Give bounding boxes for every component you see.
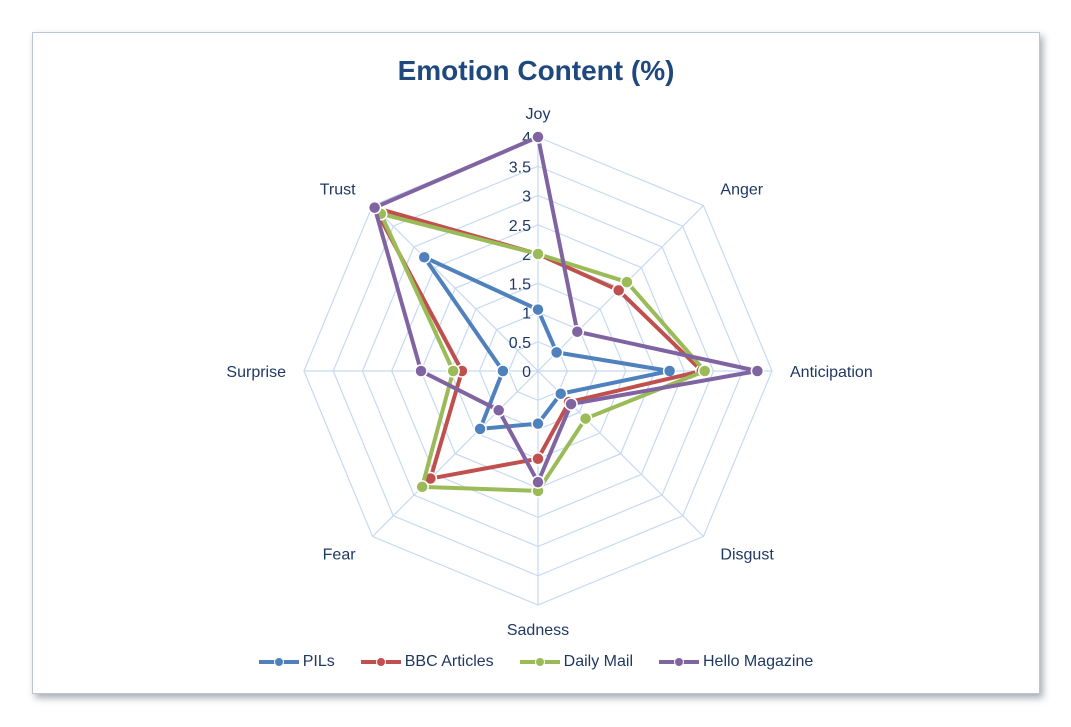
category-label-trust: Trust (320, 182, 356, 199)
legend-label-daily-mail: Daily Mail (563, 653, 633, 670)
legend-key-hello-magazine (659, 656, 699, 668)
tick-label: 0.5 (509, 335, 531, 352)
tick-label: 3.5 (509, 159, 531, 176)
data-point-daily-mail-joy (531, 247, 545, 261)
data-point-pils-trust (417, 250, 431, 264)
data-point-daily-mail-anticipation (697, 364, 712, 378)
tick-label: 1.5 (509, 276, 531, 293)
legend-item-pils: PILs (258, 653, 335, 671)
legend-label-hello-magazine: Hello Magazine (703, 653, 814, 670)
data-point-hello-magazine-joy (531, 130, 545, 144)
tick-label: 2 (522, 247, 531, 264)
category-label-disgust: Disgust (720, 546, 774, 563)
category-label-sadness: Sadness (507, 622, 569, 639)
legend-label-pils: PILs (302, 653, 335, 670)
legend-item-bbc-articles: BBC Articles (360, 653, 494, 671)
data-point-bbc-articles-anger (611, 283, 626, 298)
series-hello-magazine (367, 130, 765, 489)
data-point-hello-magazine-trust (367, 200, 382, 215)
data-point-hello-magazine-anticipation (750, 364, 765, 378)
chart-frame: Emotion Content (%) 0 0.5 1 1.5 2 2.5 3 3.5 4 Joy… (32, 32, 1040, 694)
data-point-hello-magazine-surprise (414, 364, 428, 378)
data-point-pils-fear (473, 422, 487, 436)
data-point-pils-anticipation (662, 364, 677, 378)
category-label-surprise: Surprise (226, 364, 286, 381)
tick-label: 1 (522, 306, 531, 323)
radial-tick-labels: 0 0.5 1 1.5 2 2.5 3 3.5 4 (509, 130, 531, 381)
legend-key-daily-mail (519, 656, 560, 668)
series-pils (417, 250, 677, 436)
data-point-pils-joy (531, 302, 545, 317)
radar-chart: 0 0.5 1 1.5 2 2.5 3 3.5 4 Joy Anger Anticipation Dis… (226, 106, 872, 639)
chart-title: Emotion Content (%) (397, 55, 675, 86)
chart-legend: PILs BBC Articles Daily Mail Hello Magazine (33, 653, 1039, 671)
series-line-hello-magazine (372, 135, 760, 485)
data-point-pils-anger (549, 345, 564, 360)
legend-key-bbc-articles (360, 656, 401, 668)
category-label-fear: Fear (323, 546, 357, 563)
tick-label: 0 (522, 364, 531, 381)
legend-label-bbc-articles: BBC Articles (404, 653, 494, 670)
axis-spoke (372, 205, 539, 372)
tick-label: 4 (522, 130, 531, 147)
legend-key-pils (258, 656, 299, 668)
category-labels: Joy Anger Anticipation Disgust Sadness Fear Su… (226, 106, 872, 639)
data-point-bbc-articles-sadness (531, 452, 545, 466)
tick-label: 2.5 (509, 218, 531, 235)
category-label-anger: Anger (720, 182, 763, 199)
data-point-hello-magazine-disgust (564, 397, 578, 411)
data-point-daily-mail-surprise (446, 364, 460, 378)
data-point-daily-mail-anger (620, 275, 634, 289)
legend-item-daily-mail: Daily Mail (519, 653, 633, 671)
data-point-hello-magazine-fear (491, 403, 506, 418)
data-point-hello-magazine-anger (570, 324, 585, 339)
legend-item-hello-magazine: Hello Magazine (659, 653, 813, 671)
data-point-pils-sadness (531, 416, 545, 431)
data-point-daily-mail-fear (415, 480, 429, 494)
data-point-hello-magazine-sadness (531, 475, 545, 489)
axis-spoke (372, 370, 539, 537)
tick-label: 3 (522, 189, 531, 206)
category-label-anticipation: Anticipation (790, 364, 873, 381)
series-daily-mail (374, 207, 712, 498)
data-point-pils-disgust (554, 387, 568, 401)
data-point-daily-mail-disgust (578, 411, 593, 426)
category-label-joy: Joy (526, 106, 551, 123)
data-point-pils-surprise (496, 364, 510, 378)
